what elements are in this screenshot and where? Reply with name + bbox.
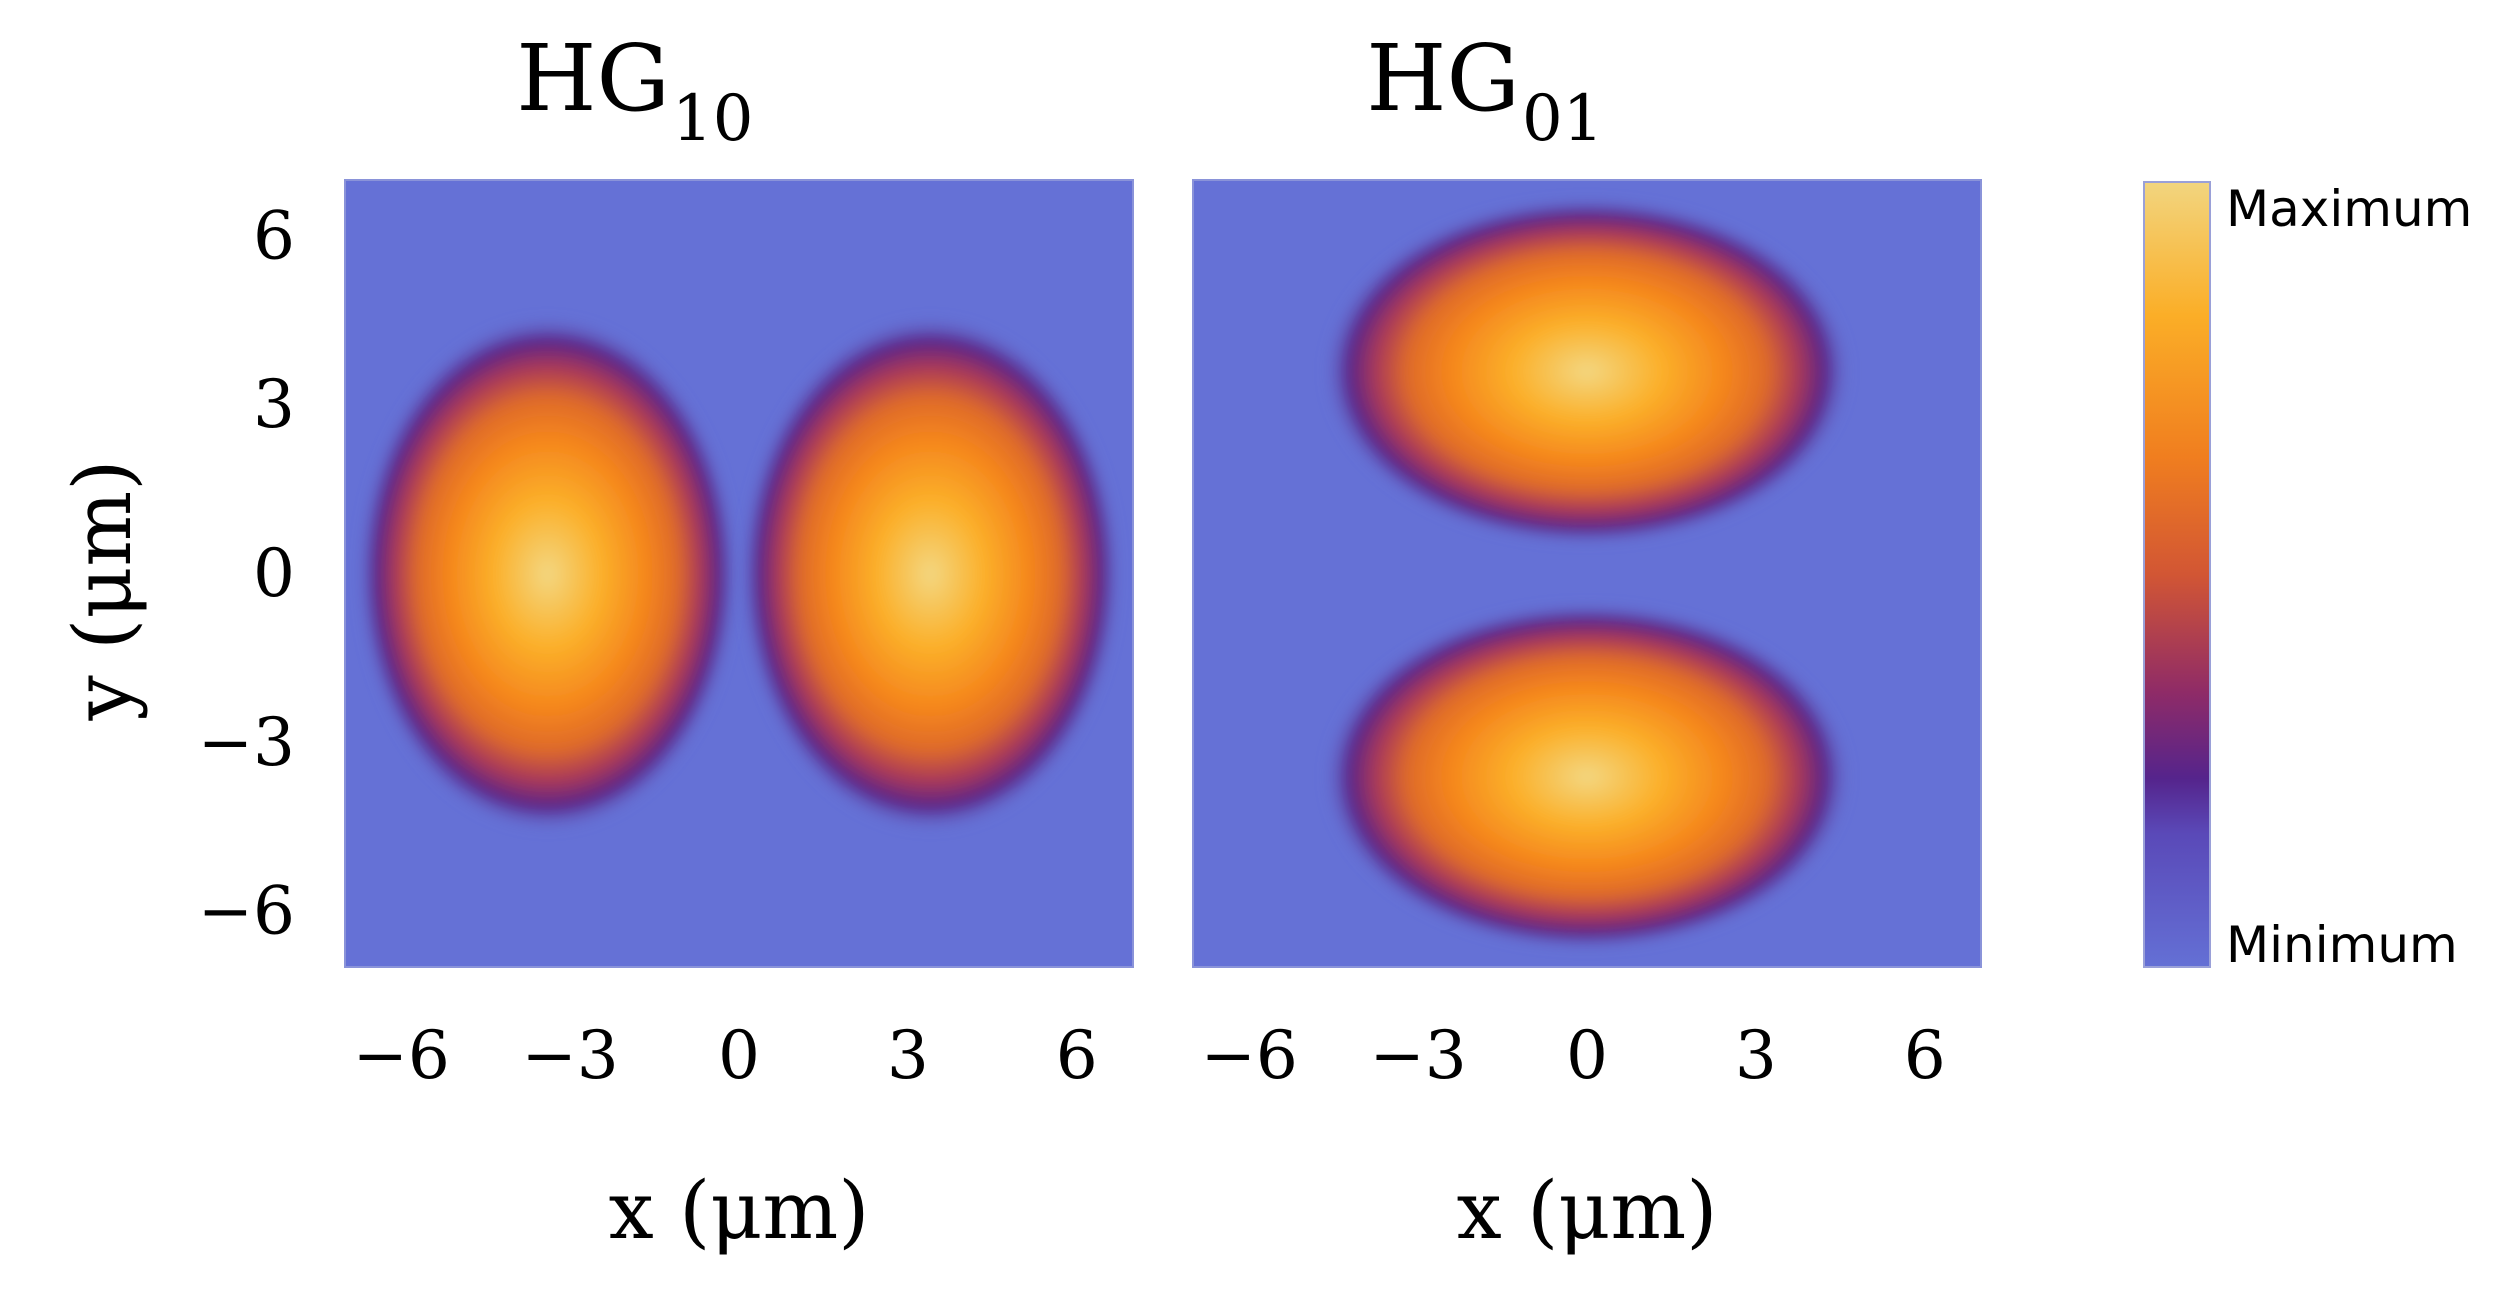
title-main: HG: [516, 25, 670, 132]
y-tick-label: 6: [253, 197, 295, 274]
x-axis-ticks: −6 −3 0 3 6: [1201, 1017, 1946, 1094]
intensity-lobe: [739, 315, 1122, 833]
x-tick-label: 6: [1904, 1017, 1946, 1094]
colorbar-min-label: Minimum: [2226, 916, 2458, 974]
y-tick-label: −6: [198, 873, 295, 950]
intensity-lobe: [356, 315, 739, 833]
x-axis-label: x (μm): [1457, 1164, 1718, 1257]
y-axis-ticks: 6 3 0 −3 −6: [198, 197, 295, 949]
intensity-lobe: [1322, 602, 1852, 952]
x-tick-label: 3: [887, 1017, 929, 1094]
colorbar-max-label: Maximum: [2226, 180, 2472, 238]
x-axis-label: x (μm): [609, 1164, 870, 1257]
x-tick-label: 3: [1735, 1017, 1777, 1094]
y-axis-label: y (μm): [56, 460, 149, 722]
y-tick-label: 0: [253, 535, 295, 612]
title-subscript: 01: [1522, 82, 1603, 156]
heatmap-lobes: [1322, 196, 1852, 952]
heatmap-lobes: [356, 315, 1122, 833]
x-tick-label: 6: [1056, 1017, 1098, 1094]
x-tick-label: 0: [718, 1017, 760, 1094]
panel-hg01: HG 01 −6 −3 0 3 6 x (μm): [1192, 25, 1982, 1257]
colorbar-gradient: [2143, 181, 2211, 968]
x-tick-label: −6: [353, 1017, 450, 1094]
y-tick-label: 3: [253, 366, 295, 443]
x-tick-label: −3: [521, 1017, 618, 1094]
panel-hg10: HG 10 −6 −3 0 3 6 6 3 0 −3 −6 x (μm) y (μm): [56, 25, 1134, 1257]
panel-title: HG 01: [1366, 25, 1603, 156]
intensity-lobe: [1322, 196, 1852, 546]
x-tick-label: 0: [1566, 1017, 1608, 1094]
colorbar: Maximum Minimum: [2143, 180, 2472, 974]
title-main: HG: [1366, 25, 1520, 132]
title-subscript: 10: [672, 82, 753, 156]
panel-title: HG 10: [516, 25, 753, 156]
x-tick-label: −6: [1201, 1017, 1298, 1094]
y-tick-label: −3: [198, 704, 295, 781]
x-tick-label: −3: [1369, 1017, 1466, 1094]
x-axis-ticks: −6 −3 0 3 6: [353, 1017, 1098, 1094]
